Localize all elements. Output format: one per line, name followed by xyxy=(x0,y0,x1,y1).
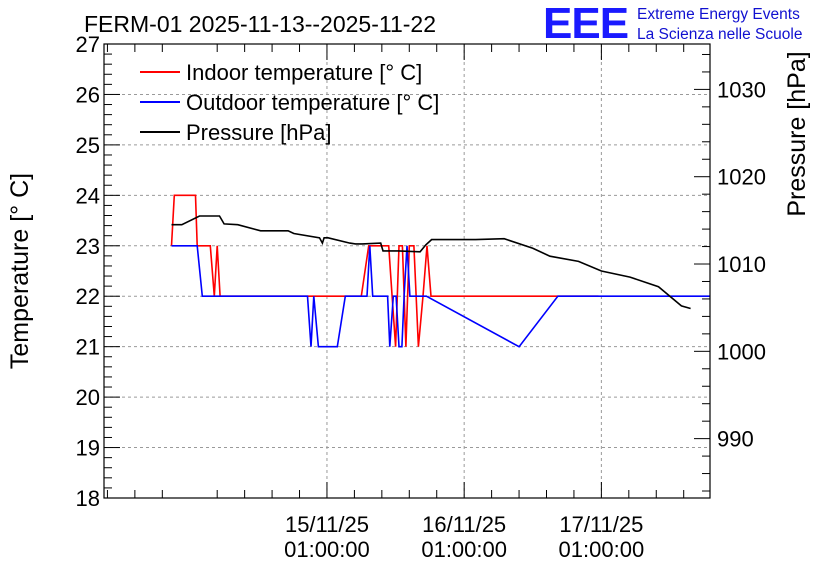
series-layer xyxy=(170,194,710,348)
eee-logo-line2: La Scienza nelle Scuole xyxy=(637,26,803,43)
legend: Indoor temperature [° C] Outdoor temperat… xyxy=(140,60,439,145)
x-tick-label-time: 01:00:00 xyxy=(284,537,370,562)
y-tick-label: 26 xyxy=(76,82,100,107)
y-tick-label: 27 xyxy=(76,32,100,57)
legend-label-2: Outdoor temperature [° C] xyxy=(186,90,439,115)
y2-tick-label: 1010 xyxy=(717,252,766,277)
y-tick-label: 22 xyxy=(76,284,100,309)
y-tick-label: 18 xyxy=(76,486,100,511)
x-tick-label-time: 01:00:00 xyxy=(559,537,645,562)
y-tick-label: 21 xyxy=(76,335,100,360)
eee-logo-mark: EEE xyxy=(543,0,629,48)
y2-tick-label: 990 xyxy=(717,427,754,452)
plot-background xyxy=(104,44,710,498)
y2-tick-label: 1030 xyxy=(717,77,766,102)
plot-frame xyxy=(103,43,711,499)
legend-label-1: Indoor temperature [° C] xyxy=(186,60,422,85)
eee-logo: EEE Extreme Energy Events La Scienza nel… xyxy=(543,2,833,46)
axes-layer: 18 19 20 21 22 23 24 25 26 27 990 1000 1010 1020 1030 1… xyxy=(76,32,766,562)
y2-tick-label: 1020 xyxy=(717,165,766,190)
y-tick-label: 23 xyxy=(76,234,100,259)
x-tick-label-time: 01:00:00 xyxy=(421,537,507,562)
x-tick-label-date: 15/11/25 xyxy=(285,512,369,537)
x-tick-label-date: 16/11/25 xyxy=(422,512,506,537)
y-tick-label: 19 xyxy=(76,436,100,461)
y2-tick-label: 1000 xyxy=(717,339,766,364)
y-tick-label: 20 xyxy=(76,385,100,410)
y-tick-label: 24 xyxy=(76,183,100,208)
x-tick-label-date: 17/11/25 xyxy=(559,512,643,537)
legend-label-3: Pressure [hPa] xyxy=(186,120,332,145)
y2-axis-label: Pressure [hPa] xyxy=(783,51,811,216)
series-line-1 xyxy=(170,194,599,347)
y-tick-label: 25 xyxy=(76,133,100,158)
chart-title: FERM-01 2025-11-13--2025-11-22 xyxy=(84,11,436,37)
y-axis-label: Temperature [° C] xyxy=(6,173,34,369)
series-line-2 xyxy=(171,245,710,348)
eee-logo-line1: Extreme Energy Events xyxy=(637,6,800,23)
series-line-3 xyxy=(171,215,691,310)
